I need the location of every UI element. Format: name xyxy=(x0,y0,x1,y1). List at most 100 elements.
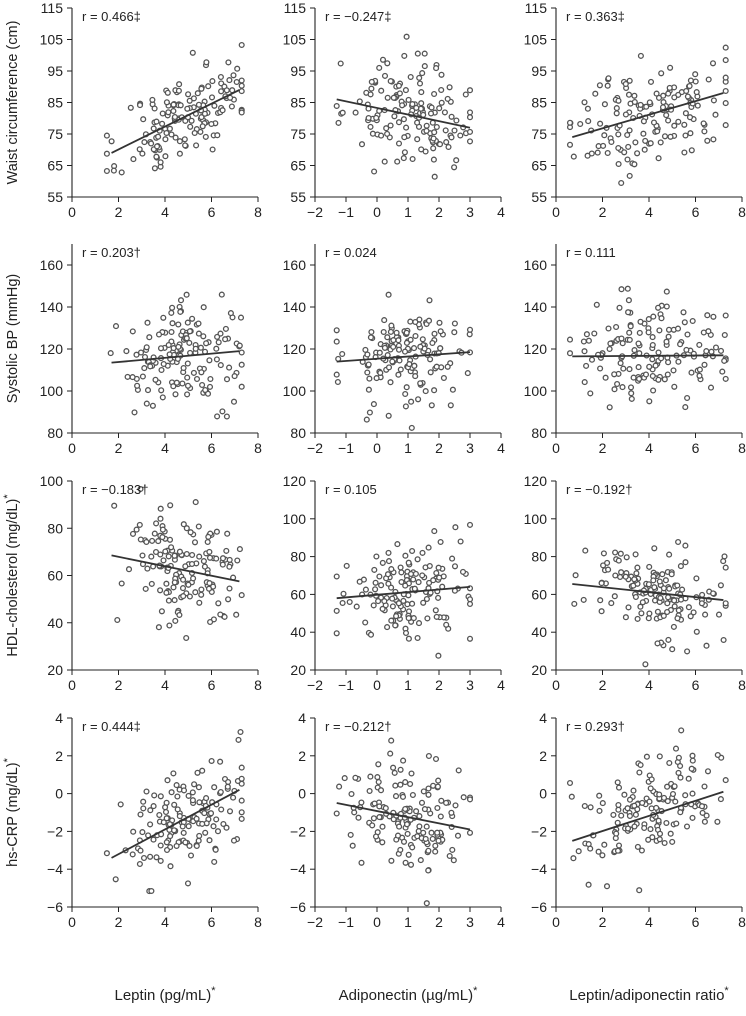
data-point xyxy=(230,837,238,844)
x-tick-label: 4 xyxy=(161,677,169,693)
data-point xyxy=(149,402,156,409)
data-point xyxy=(218,806,225,813)
data-point xyxy=(370,815,377,822)
data-point xyxy=(388,857,395,864)
y-tick-label: −6 xyxy=(290,899,306,915)
row-axis-label-star: * xyxy=(2,494,14,499)
panel-r0-c2: 55 65 75 85 95 105 115 0 2 4 6 8 r = 0.363‡ xyxy=(524,0,746,220)
data-point xyxy=(710,136,717,143)
data-point xyxy=(466,128,474,135)
data-point xyxy=(234,557,241,564)
data-point xyxy=(722,74,729,81)
data-point xyxy=(419,70,426,77)
data-point xyxy=(149,537,156,544)
data-point xyxy=(407,570,415,578)
data-point xyxy=(642,371,650,378)
data-point xyxy=(418,799,426,806)
regression-line xyxy=(111,554,240,583)
data-point xyxy=(646,99,653,106)
data-point xyxy=(147,807,154,814)
data-point xyxy=(211,858,218,865)
data-point xyxy=(160,314,167,321)
data-point xyxy=(388,737,395,744)
data-point xyxy=(441,109,448,116)
data-point xyxy=(170,770,177,777)
data-point xyxy=(416,813,423,820)
data-point xyxy=(672,798,679,805)
data-point xyxy=(214,413,221,420)
data-point xyxy=(689,790,696,797)
data-point xyxy=(192,499,199,506)
data-point xyxy=(355,814,362,821)
data-point xyxy=(710,590,717,597)
data-point xyxy=(596,792,603,799)
data-point xyxy=(624,131,631,139)
data-point xyxy=(213,555,220,562)
data-point xyxy=(654,608,661,615)
data-point xyxy=(692,78,699,85)
data-point xyxy=(622,80,629,88)
data-point xyxy=(408,770,415,777)
data-point xyxy=(379,823,386,830)
data-point xyxy=(367,773,374,780)
data-point xyxy=(213,345,220,352)
data-point xyxy=(222,325,229,332)
data-point xyxy=(371,168,378,175)
data-point xyxy=(438,99,445,106)
data-point xyxy=(604,559,611,566)
y-tick-label: 115 xyxy=(284,0,307,16)
data-point xyxy=(195,523,202,530)
data-point xyxy=(387,328,394,335)
row-axis-label: Waist circumference (cm) xyxy=(5,21,21,185)
data-point xyxy=(674,582,681,589)
data-point xyxy=(705,76,712,83)
data-point xyxy=(214,132,221,139)
data-point xyxy=(656,578,663,585)
data-point xyxy=(647,785,654,792)
data-point xyxy=(203,795,210,802)
y-tick-label: 100 xyxy=(524,383,548,399)
data-point xyxy=(433,65,440,72)
x-tick-label: 6 xyxy=(208,677,216,693)
data-point xyxy=(137,811,144,818)
data-point xyxy=(675,607,682,614)
data-point xyxy=(129,851,136,858)
x-tick-label: 0 xyxy=(373,440,381,456)
y-tick-label: 115 xyxy=(41,0,64,16)
data-point xyxy=(427,369,434,376)
data-point xyxy=(224,530,231,537)
data-point xyxy=(165,553,172,560)
data-point xyxy=(238,775,245,782)
data-point xyxy=(625,309,632,316)
data-point xyxy=(140,116,147,123)
data-point xyxy=(437,538,444,546)
row-axis-label: hs-CRP (mg/dL)* xyxy=(2,757,21,866)
data-point xyxy=(407,318,414,325)
data-point xyxy=(377,787,385,794)
data-point xyxy=(182,839,189,846)
x-tick-label: 8 xyxy=(738,440,746,456)
data-point xyxy=(367,123,374,130)
y-tick-label: −6 xyxy=(531,899,547,915)
data-point xyxy=(712,111,719,118)
data-point xyxy=(605,566,612,573)
correlation-label: r = 0.203† xyxy=(82,245,141,260)
data-point xyxy=(627,323,634,330)
data-point xyxy=(645,329,652,336)
data-point xyxy=(426,297,433,304)
data-point xyxy=(413,808,420,815)
scatter-points xyxy=(107,291,245,420)
data-point xyxy=(372,833,380,840)
data-point xyxy=(400,155,407,162)
data-point xyxy=(347,831,354,838)
data-point xyxy=(348,790,355,798)
data-point xyxy=(236,342,243,349)
y-tick-label: 80 xyxy=(290,425,306,441)
data-point xyxy=(457,132,464,139)
data-point xyxy=(659,571,666,578)
regression-line xyxy=(572,354,724,358)
data-point xyxy=(173,782,180,789)
data-point xyxy=(200,333,207,340)
data-point xyxy=(129,530,137,537)
